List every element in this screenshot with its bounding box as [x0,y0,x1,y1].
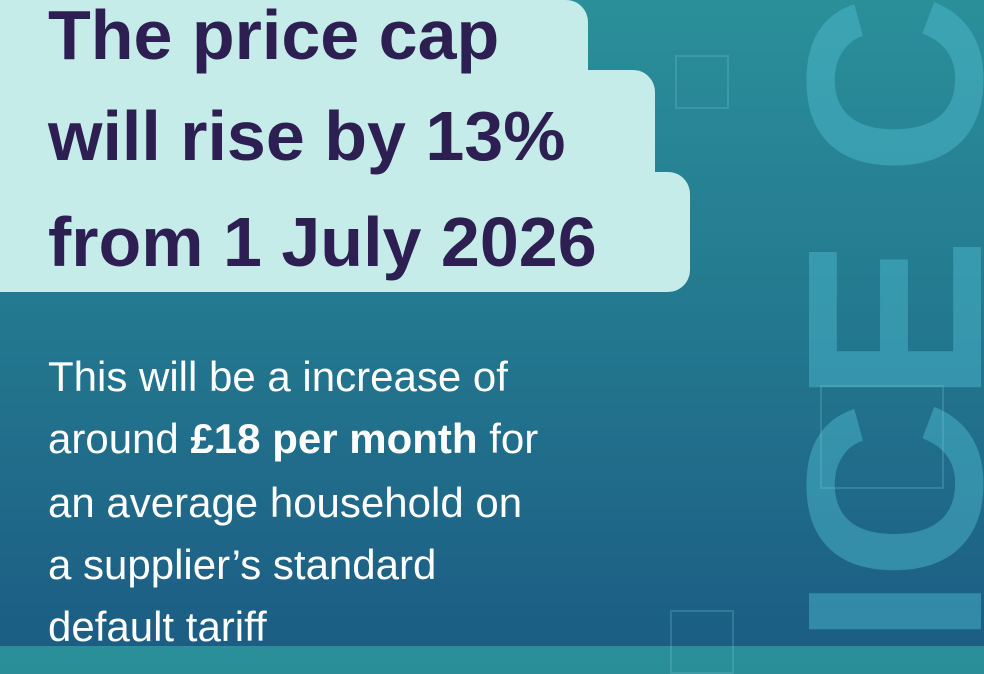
headline-line: The price cap [48,0,500,74]
body-line: a supplier’s standard [48,541,437,588]
headline-line: will rise by 13% [48,97,566,175]
headline-line: from 1 July 2026 [48,203,597,281]
body-text: for [489,415,539,462]
background-text: ICE CAP [755,0,984,646]
decor-square [675,55,729,109]
decor-square [670,610,734,674]
body-bold: £18 per month [190,415,478,462]
decor-square [820,385,944,489]
body-text: around [48,415,179,462]
body-line: This will be a increase of [48,353,508,400]
headline-bg [0,172,690,292]
body-line: default tariff [48,603,267,650]
body-line: around £18 per month for [48,418,538,460]
body-line: an average household on [48,479,523,526]
